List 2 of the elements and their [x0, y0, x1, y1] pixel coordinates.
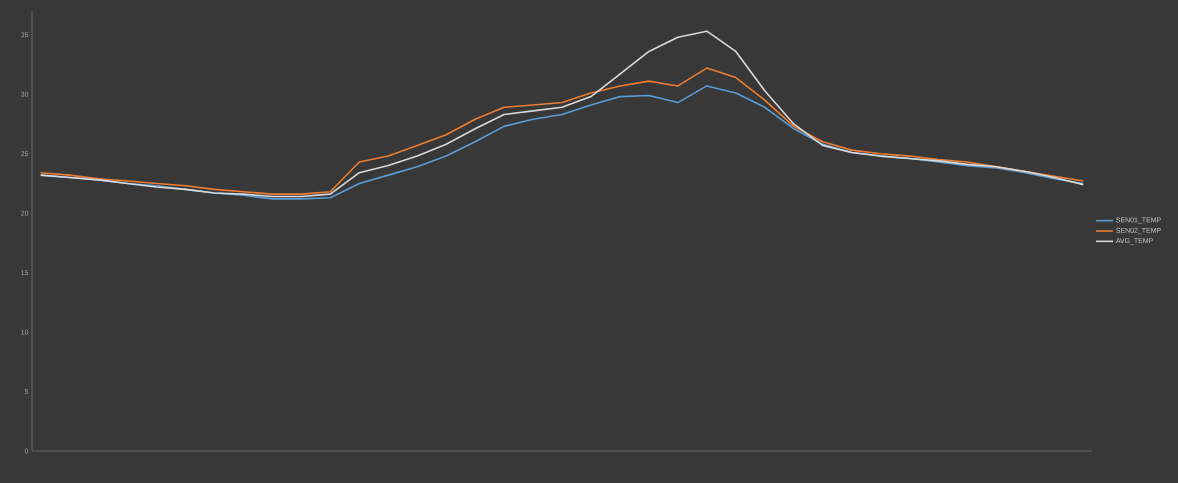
line-series — [39, 30, 1085, 198]
line-series — [39, 67, 1085, 195]
